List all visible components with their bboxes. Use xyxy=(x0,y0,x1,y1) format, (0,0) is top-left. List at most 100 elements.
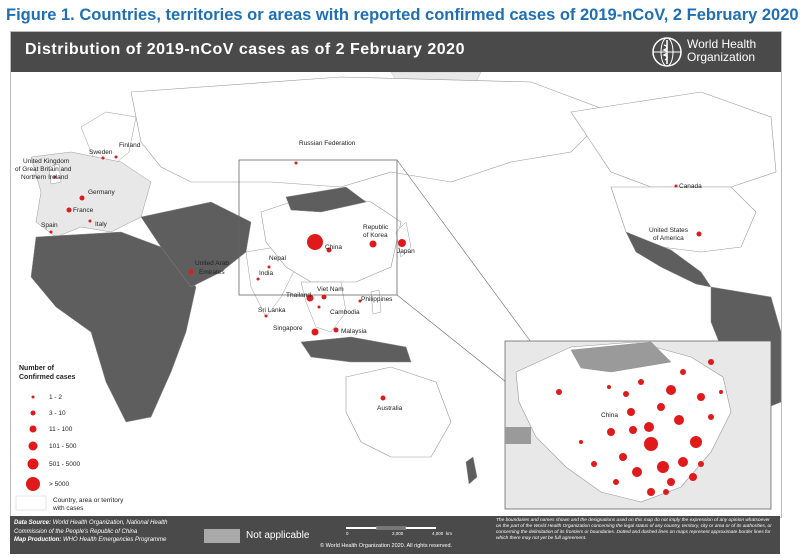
case-dot-uk xyxy=(53,175,57,179)
inset-case-dot xyxy=(644,437,658,451)
label-germany: Germany xyxy=(88,189,115,196)
nz-land xyxy=(465,456,478,485)
inset-case-dot xyxy=(666,385,676,395)
label-china: China xyxy=(325,244,342,251)
figure-title: Figure 1. Countries, territories or area… xyxy=(6,6,799,24)
label-uk-3: Northern Ireland xyxy=(21,174,68,181)
inset-case-dot xyxy=(607,385,611,389)
not-applicable-label: Not applicable xyxy=(246,530,310,541)
not-applicable-swatch xyxy=(204,529,240,543)
legend-dot-2 xyxy=(30,410,36,416)
case-dot-nepal xyxy=(267,265,271,269)
label-korea-2: of Korea xyxy=(363,232,388,239)
case-dot-australia xyxy=(380,395,386,401)
label-russia: Russian Federation xyxy=(299,140,356,147)
label-uae-2: Emirates xyxy=(199,269,225,276)
inset-case-dot xyxy=(657,461,669,473)
case-dot-italy xyxy=(88,219,92,223)
inset-case-dot xyxy=(629,426,637,434)
case-dot-vietnam xyxy=(321,294,327,300)
disclaimer: The boundaries and names shown and the d… xyxy=(496,518,772,541)
label-italy: Italy xyxy=(95,221,108,228)
case-dot-india xyxy=(256,277,260,281)
inset-case-dot xyxy=(591,461,597,467)
label-inset-china: China xyxy=(601,412,618,419)
inset-case-dot xyxy=(680,369,686,375)
legend-dot-1 xyxy=(31,395,35,399)
uk-land xyxy=(48,163,62,185)
label-japan: Japan xyxy=(397,248,415,255)
label-spain: Spain xyxy=(41,222,58,229)
label-singapore: Singapore xyxy=(273,325,303,332)
label-nepal: Nepal xyxy=(269,255,287,262)
label-korea-1: Republic xyxy=(363,224,389,231)
scale-bar: 0 2,000 4,000 km xyxy=(346,526,452,536)
case-dot-thailand xyxy=(306,294,314,302)
case-dot-china-2 xyxy=(326,247,332,253)
inset-case-dot xyxy=(579,440,583,444)
svg-text:km: km xyxy=(446,531,452,536)
label-thailand: Thailand xyxy=(286,292,311,299)
legend-affected-1: Country, area or territory xyxy=(53,497,124,504)
label-srilanka: Sri Lanka xyxy=(258,307,286,314)
inset-case-dot xyxy=(689,473,697,481)
legend-dot-3 xyxy=(29,425,37,433)
china-inset: China xyxy=(504,340,772,510)
inset-case-dot xyxy=(657,403,665,411)
mexico-land xyxy=(625,231,712,288)
legend-label-1: 1 - 2 xyxy=(49,394,62,401)
legend-label-4: 101 - 500 xyxy=(49,443,77,450)
label-uk-1: United Kingdom xyxy=(23,158,69,165)
label-usa-1: United States xyxy=(649,227,689,234)
legend-label-6: > 5000 xyxy=(49,481,69,488)
map-frame: Distribution of 2019-nCoV cases as of 2 … xyxy=(10,31,782,518)
inset-case-dot xyxy=(644,422,654,432)
label-uk-2: of Great Britain and xyxy=(15,166,72,173)
inset-case-dot xyxy=(607,428,615,436)
map-footer: Data Source: World Health Organization, … xyxy=(10,516,780,554)
australia-land xyxy=(345,366,452,458)
map-banner: Distribution of 2019-nCoV cases as of 2 … xyxy=(11,32,781,72)
svg-text:2,000: 2,000 xyxy=(392,531,404,536)
legend-label-3: 11 - 100 xyxy=(49,426,73,433)
legend: Number of Confirmed cases 1 - 2 3 - 10 1… xyxy=(15,365,124,512)
label-canada: Canada xyxy=(679,183,702,190)
label-australia: Australia xyxy=(377,405,403,412)
legend-dot-4 xyxy=(28,441,38,451)
case-dot-philippines xyxy=(358,299,362,303)
world-map: Russian Federation Finland Sweden United… xyxy=(11,72,781,517)
label-india: India xyxy=(259,270,273,277)
case-dot-finland xyxy=(114,155,118,159)
case-dot-usa xyxy=(696,231,702,237)
inset-case-dot xyxy=(708,414,714,420)
se-asia xyxy=(300,281,347,333)
label-malaysia: Malaysia xyxy=(341,328,367,335)
case-dot-china xyxy=(307,234,323,250)
case-dot-singapore xyxy=(311,328,319,336)
case-dot-japan xyxy=(398,239,406,247)
label-uae-1: United Arab xyxy=(195,260,229,267)
inset-case-dot xyxy=(613,479,619,485)
mongolia xyxy=(285,186,367,213)
label-sweden: Sweden xyxy=(89,149,113,156)
case-dot-france xyxy=(66,207,72,213)
inset-case-dot xyxy=(678,457,688,467)
inset-case-dot xyxy=(667,478,675,486)
inset-case-dot xyxy=(698,461,704,467)
inset-case-dot xyxy=(632,467,642,477)
case-dot-russia xyxy=(294,161,298,165)
inset-case-dot xyxy=(663,489,669,495)
case-dot-spain xyxy=(49,230,53,234)
legend-label-2: 3 - 10 xyxy=(49,410,66,417)
case-dot-uae xyxy=(188,269,194,275)
case-dot-srilanka xyxy=(264,314,268,318)
philippines-land xyxy=(370,289,382,315)
label-philippines: Philippines xyxy=(361,296,393,303)
legend-swatch-affected xyxy=(15,495,47,511)
label-cambodia: Cambodia xyxy=(330,309,360,316)
svg-text:0: 0 xyxy=(346,531,349,536)
case-dot-malaysia xyxy=(333,327,339,333)
inset-case-dot xyxy=(708,359,714,365)
middle-east xyxy=(140,201,252,288)
who-name: World Health Organization xyxy=(687,37,757,64)
